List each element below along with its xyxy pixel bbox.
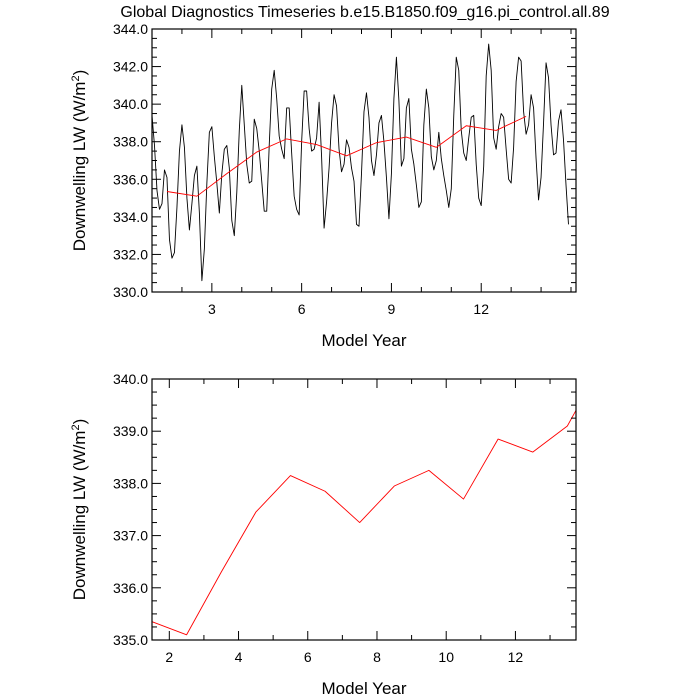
series-line-annual [151, 410, 577, 636]
x-tick-label: 8 [373, 649, 381, 665]
y-axis-label: Downwelling LW (W/m2) [70, 70, 89, 252]
y-tick-label: 336.0 [113, 171, 148, 187]
y-tick-label: 338.0 [113, 134, 148, 150]
x-axis-label: Model Year [321, 331, 406, 350]
x-tick-label: 6 [298, 301, 306, 317]
y-tick-label: 334.0 [113, 209, 148, 225]
plot-frame [151, 378, 577, 641]
y-tick-label: 344.0 [113, 21, 148, 37]
x-axis-label: Model Year [321, 679, 406, 698]
y-axis-label: Downwelling LW (W/m2) [70, 419, 89, 601]
bottom-panel: 335.0 336.0 337.0 338.0 339.0 340.0 2 4 6 8 10 12 Mo… [70, 371, 577, 698]
y-tick-label: 338.0 [113, 475, 148, 491]
x-tick-label: 12 [508, 649, 524, 665]
y-tick-label: 335.0 [113, 632, 148, 648]
x-tick-label: 10 [438, 649, 454, 665]
y-tick-label: 340.0 [113, 96, 148, 112]
y-tick-label: 336.0 [113, 580, 148, 596]
top-panel: 330.0 332.0 334.0 336.0 338.0 340.0 342.0 344.0… [70, 21, 577, 350]
y-tick-label: 330.0 [113, 284, 148, 300]
series-line-annual [166, 115, 527, 197]
x-tick-label: 6 [304, 649, 312, 665]
x-tick-label: 3 [208, 301, 216, 317]
x-tick-label: 12 [473, 301, 489, 317]
y-tick-label: 337.0 [113, 528, 148, 544]
y-tick-label: 340.0 [113, 371, 148, 387]
y-tick-label: 342.0 [113, 59, 148, 75]
x-tick-label: 2 [165, 649, 173, 665]
x-tick-label: 9 [388, 301, 396, 317]
y-tick-label: 332.0 [113, 246, 148, 262]
series-line-monthly [151, 43, 569, 282]
figure-title: Global Diagnostics Timeseries b.e15.B185… [120, 4, 609, 21]
y-tick-label: 339.0 [113, 423, 148, 439]
x-tick-label: 4 [235, 649, 243, 665]
